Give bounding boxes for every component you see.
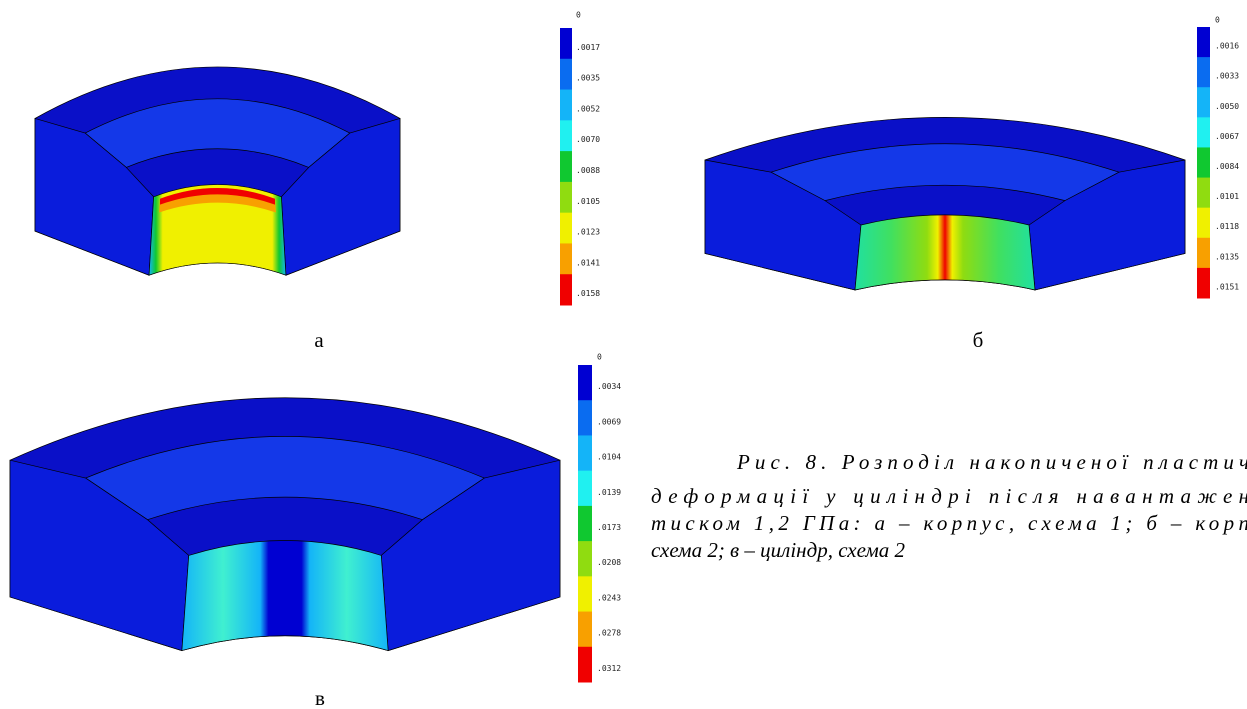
legend-swatch bbox=[578, 470, 592, 507]
legend-swatch bbox=[578, 576, 592, 613]
fea-model bbox=[705, 117, 1185, 290]
legend-label: .0278 bbox=[597, 629, 621, 638]
legend-label: .0123 bbox=[576, 228, 600, 237]
legend-swatch bbox=[1197, 237, 1210, 269]
legend-label: .0052 bbox=[576, 104, 600, 113]
cylinder bbox=[182, 541, 388, 651]
legend-swatch bbox=[1197, 57, 1210, 88]
legend-label: 0 bbox=[576, 11, 581, 20]
legend-swatch bbox=[578, 646, 592, 683]
legend-label: .0050 bbox=[1215, 102, 1239, 111]
legend-label: .0135 bbox=[1215, 252, 1239, 261]
legend-label: .0070 bbox=[576, 135, 600, 144]
legend-swatch bbox=[1197, 147, 1210, 179]
legend-swatch bbox=[1197, 267, 1210, 299]
legend-swatch bbox=[560, 89, 572, 121]
legend-label: .0069 bbox=[597, 417, 621, 426]
caption-line: Рис. 8. Розподіл накопиченої пластич bbox=[736, 450, 1247, 474]
legend-label: .0208 bbox=[597, 558, 621, 567]
caption-line: тиском 1,2 ГПа: а – корпус, схема 1; б –… bbox=[651, 511, 1247, 535]
cylinder bbox=[855, 215, 1035, 290]
panel-label: б bbox=[973, 328, 984, 352]
legend-label: .0105 bbox=[576, 197, 600, 206]
legend-swatch bbox=[1197, 177, 1210, 209]
legend-label: .0158 bbox=[576, 289, 600, 298]
legend-label: .0067 bbox=[1215, 132, 1239, 141]
panel-label: а bbox=[314, 328, 324, 352]
legend-swatch bbox=[578, 365, 592, 401]
fea-model bbox=[10, 398, 560, 651]
caption-line: деформації у циліндрі після навантажен bbox=[651, 484, 1247, 508]
legend-label: .0141 bbox=[576, 258, 600, 267]
legend-swatch bbox=[1197, 207, 1210, 239]
legend-label: .0151 bbox=[1215, 282, 1239, 291]
legend-label: .0035 bbox=[576, 74, 600, 83]
legend-swatch bbox=[560, 151, 572, 183]
legend-label: .0017 bbox=[576, 43, 600, 52]
cylinder bbox=[149, 185, 286, 276]
legend-swatch bbox=[560, 274, 572, 306]
caption-line: схема 2; в – циліндр, схема 2 bbox=[651, 538, 906, 562]
legend-swatch bbox=[578, 435, 592, 472]
legend-label: .0088 bbox=[576, 166, 600, 175]
legend-swatch bbox=[1197, 27, 1210, 58]
legend-swatch bbox=[560, 120, 572, 152]
legend-swatch bbox=[1197, 87, 1210, 118]
legend-label: .0016 bbox=[1215, 42, 1239, 51]
legend-label: .0139 bbox=[597, 488, 621, 497]
legend-swatch bbox=[578, 505, 592, 542]
legend-label: .0084 bbox=[1215, 162, 1239, 171]
legend-label: .0104 bbox=[597, 453, 621, 462]
legend-swatch bbox=[578, 541, 592, 577]
panel-label: в bbox=[315, 686, 325, 709]
legend-swatch bbox=[578, 611, 592, 648]
legend-swatch bbox=[560, 212, 572, 244]
legend-label: .0173 bbox=[597, 523, 621, 532]
legend-swatch bbox=[560, 243, 572, 275]
legend-label: .0312 bbox=[597, 664, 621, 673]
legend-label: 0 bbox=[1215, 16, 1220, 25]
legend-label: 0 bbox=[597, 353, 602, 362]
legend-swatch bbox=[560, 181, 572, 214]
legend-label: .0033 bbox=[1215, 72, 1239, 81]
legend-swatch bbox=[560, 28, 572, 60]
legend-label: .0101 bbox=[1215, 192, 1239, 201]
legend-swatch bbox=[1197, 117, 1210, 148]
legend-label: .0243 bbox=[597, 593, 621, 602]
legend-swatch bbox=[578, 400, 592, 436]
legend-swatch bbox=[560, 58, 572, 91]
contour-band bbox=[160, 187, 275, 205]
legend-label: .0034 bbox=[597, 382, 621, 391]
fea-model bbox=[35, 67, 400, 275]
legend-label: .0118 bbox=[1215, 222, 1239, 231]
